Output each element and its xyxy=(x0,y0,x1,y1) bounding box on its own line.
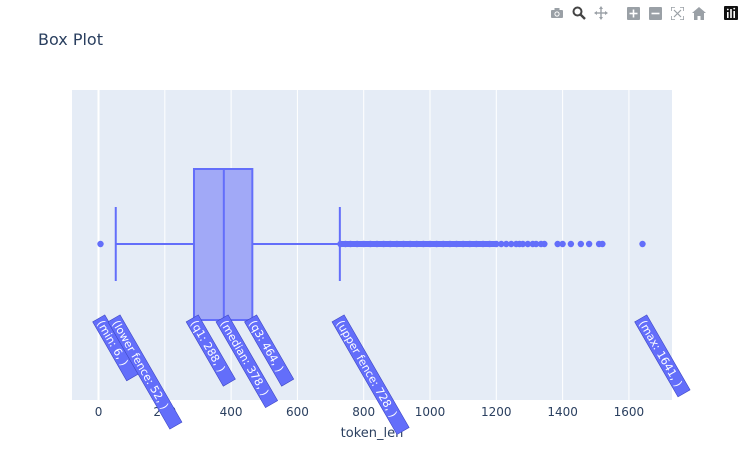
outlier-point xyxy=(420,240,427,248)
outlier-point xyxy=(599,240,606,248)
outlier-point xyxy=(97,240,104,248)
box-trace xyxy=(114,168,341,321)
outlier-point xyxy=(529,240,536,248)
outlier-point xyxy=(387,240,394,248)
x-tick-label: 600 xyxy=(286,405,309,419)
outlier-point xyxy=(360,240,367,248)
outlier-point xyxy=(342,240,349,248)
outlier-point xyxy=(380,240,387,248)
outlier-point xyxy=(508,240,515,248)
annotation-median: (median: 378, ) xyxy=(215,314,279,409)
x-tick-label: 1200 xyxy=(481,405,512,419)
annotation-upper-fence: (upper fence: 728, ) xyxy=(331,314,410,435)
outlier-point xyxy=(516,240,523,248)
outlier-point xyxy=(440,240,447,248)
outlier-point xyxy=(466,240,473,248)
annotation-box xyxy=(331,314,410,435)
x-tick-label: 200 xyxy=(153,405,176,419)
annotation-text: (median: 378, ) xyxy=(217,318,271,398)
outlier-point xyxy=(537,240,545,248)
outlier-point xyxy=(479,240,487,248)
outlier-point xyxy=(353,240,361,248)
outlier-point xyxy=(433,240,440,248)
zoom-in-icon[interactable] xyxy=(624,4,642,22)
outlier-point xyxy=(554,240,561,248)
outlier-point xyxy=(639,240,646,248)
outlier-point xyxy=(426,240,434,248)
outlier-point xyxy=(503,240,510,248)
plot-area xyxy=(72,90,672,400)
annotations: (min: 6, )(lower fence: 52, ) (q1: 288, )… xyxy=(92,314,691,435)
outlier-point xyxy=(498,240,505,248)
x-tick-label: 400 xyxy=(220,405,243,419)
annotation-min: (min: 6, ) xyxy=(92,314,140,382)
outlier-point xyxy=(347,240,354,248)
pan-icon[interactable] xyxy=(592,4,610,22)
outlier-point xyxy=(446,240,454,248)
outlier-point xyxy=(373,240,381,248)
outlier-point xyxy=(595,240,603,248)
annotation-q3: (q3: 464, ) xyxy=(244,314,295,387)
outlier-point xyxy=(559,240,566,248)
x-tick-label: 1600 xyxy=(614,405,645,419)
reset-axes-icon[interactable] xyxy=(690,4,708,22)
outlier-point xyxy=(406,240,414,248)
outlier-point xyxy=(459,240,467,248)
camera-icon[interactable] xyxy=(548,4,566,22)
x-axis-title: token_len xyxy=(341,426,404,441)
annotation-box xyxy=(244,314,295,387)
annotation-box xyxy=(92,314,140,382)
annotation-max: (max: 1641, ) xyxy=(634,314,691,398)
outlier-point xyxy=(337,240,344,248)
outlier-point xyxy=(541,240,548,248)
x-tick-label: 0 xyxy=(95,405,103,419)
annotation-box xyxy=(215,314,279,409)
modebar xyxy=(548,4,743,22)
annotation-text: (max: 1641, ) xyxy=(636,318,685,389)
outlier-point xyxy=(453,240,460,248)
zoom-out-icon[interactable] xyxy=(646,4,664,22)
outlier-point xyxy=(486,240,493,248)
outlier-point xyxy=(493,240,500,248)
outlier-point xyxy=(512,240,520,248)
x-tick-label: 800 xyxy=(352,405,375,419)
annotation-box xyxy=(634,314,691,398)
iqr-box xyxy=(192,168,254,321)
x-tick-label: 1400 xyxy=(547,405,578,419)
annotation-q1: (q1: 288, ) xyxy=(185,314,236,387)
outlier-point xyxy=(393,240,401,248)
x-tick-label: 1000 xyxy=(415,405,446,419)
zoom-icon[interactable] xyxy=(570,4,588,22)
annotation-box xyxy=(107,314,183,430)
annotation-text: (q3: 464, ) xyxy=(246,318,286,375)
outlier-point xyxy=(400,240,407,248)
grid-lines xyxy=(97,90,630,400)
annotation-text: (q1: 288, ) xyxy=(188,318,228,375)
outlier-point xyxy=(367,240,374,248)
annotation-text: (lower fence: 52, ) xyxy=(109,318,171,412)
chart-title: Box Plot xyxy=(38,30,103,49)
autoscale-icon[interactable] xyxy=(668,4,686,22)
annotation-lower-fence: (lower fence: 52, ) xyxy=(107,314,183,430)
outlier-point xyxy=(577,240,585,248)
plotly-logo-icon[interactable] xyxy=(722,4,740,22)
outlier-point xyxy=(567,240,575,248)
outlier-point xyxy=(413,240,420,248)
x-tick-labels: 0 200 400 600 800 1000 1200 1400 1600 xyxy=(95,405,644,419)
annotation-box xyxy=(185,314,236,387)
outlier-points xyxy=(97,240,646,248)
outlier-point xyxy=(473,240,480,248)
annotation-text: (min: 6, ) xyxy=(94,318,131,368)
annotation-text: (upper fence: 728, ) xyxy=(334,318,400,420)
outlier-point xyxy=(532,240,540,248)
outlier-point xyxy=(585,240,593,248)
outlier-point xyxy=(519,240,527,248)
outlier-point xyxy=(524,240,532,248)
